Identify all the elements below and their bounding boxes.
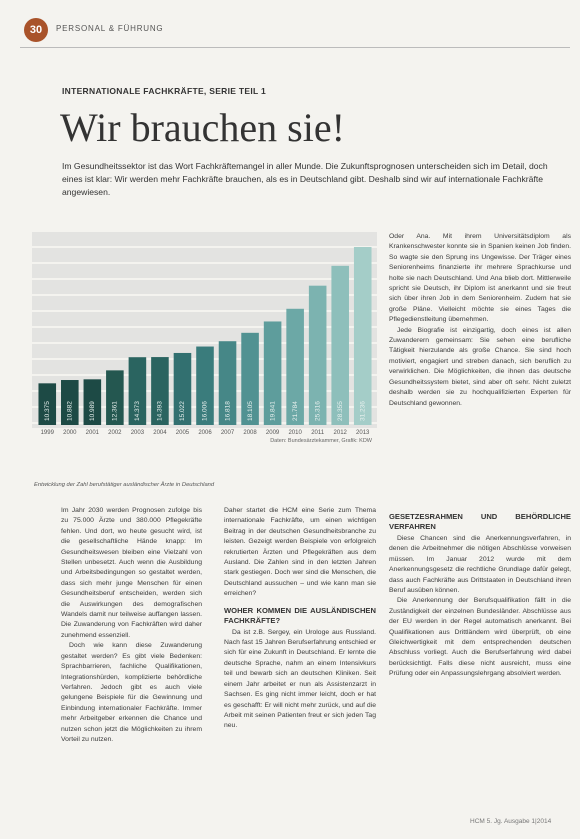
value-label: 10.989 [89,401,96,421]
x-tick-label: 2012 [334,430,348,436]
chart-caption: Entwicklung der Zahl berufstätiger auslä… [34,482,215,488]
x-tick-label: 2003 [131,430,145,436]
bar [218,341,237,425]
bar [83,379,102,425]
bar [151,357,169,425]
paragraph: Daher startet die HCM eine Serie zum The… [224,507,376,598]
paragraph: Da ist z.B. Sergey, ein Urologe aus Russ… [224,628,376,730]
value-label: 21.784 [292,401,299,421]
x-tick-label: 2013 [356,430,370,436]
page-number: 30 [24,18,48,42]
value-label: 12.361 [112,401,119,421]
footer: HCM 5. Jg. Ausgabe 1|2014 [470,818,552,825]
column: Daher startet die HCM eine Serie zum The… [224,506,376,812]
x-tick-label: 2004 [153,430,167,436]
x-tick-label: 2008 [243,430,257,436]
bar [128,357,147,425]
bar [196,346,214,425]
column: GESETZESRAHMEN UND BEHÖRDLICHE VERFAHREN… [389,506,571,812]
subheading: WOHER KOMMEN DIE AUSLÄNDISCHEN FACHKRÄFT… [224,605,376,625]
chart-source: Daten: Bundesärztekammer, Grafik: KDW [270,438,373,444]
bar [38,383,57,425]
x-tick-label: 2009 [266,430,280,436]
value-label: 14.373 [134,401,141,421]
x-tick-label: 2010 [288,430,302,436]
subheading: GESETZESRAHMEN UND BEHÖRDLICHE VERFAHREN [389,512,571,531]
value-label: 16.006 [202,401,209,421]
value-label: 15.022 [179,401,186,421]
value-label: 25.316 [314,401,321,421]
side-column: Oder Ana. Mit ihrem Universitätsdiplom a… [389,232,571,500]
paragraph: Oder Ana. Mit ihrem Universitätsdiplom a… [389,233,571,324]
x-tick-label: 2001 [86,430,100,436]
x-tick-label: 2011 [311,430,325,436]
header-rule [20,47,570,48]
lead: Im Gesundheitssektor ist das Wort Fachkr… [62,161,548,197]
x-tick-label: 1999 [41,430,55,436]
paragraph: Doch wie kann diese Zuwanderung gestalte… [61,642,202,743]
value-label: 10.375 [44,401,51,421]
value-label: 31.236 [359,401,366,421]
kicker: INTERNATIONALE FACHKRÄFTE, SERIE TEIL 1 [62,86,267,96]
x-tick-label: 2000 [63,430,77,436]
headline: Wir brauchen sie! [60,105,345,150]
bar [61,380,79,425]
value-label: 14.393 [157,401,164,421]
bar [173,352,192,425]
x-tick-label: 2005 [176,430,190,436]
value-label: 18.105 [247,401,254,421]
bar [241,332,259,425]
x-tick-label: 2002 [108,430,122,436]
paragraph: Diese Chancen sind die Anerkennungsverfa… [389,535,571,595]
paragraph: Jede Biografie ist einzigartig, doch ein… [389,326,571,407]
column: Im Jahr 2030 werden Prognosen zufolge bi… [61,506,202,812]
bar [286,308,304,425]
bar [308,285,327,425]
bar [263,321,282,425]
x-tick-label: 2007 [221,430,235,436]
value-label: 10.882 [67,401,74,421]
x-tick-label: 2006 [198,430,212,436]
chart: Daten: Bundesärztekammer, Grafik: KDW 10… [32,232,377,444]
value-label: 16.818 [224,401,231,421]
bar [353,246,372,425]
bar [106,370,124,425]
bar [331,265,349,425]
value-label: 28.355 [337,401,344,421]
paragraph: Die Anerkennung der Berufsqualifikation … [389,597,571,678]
value-label: 19.841 [269,401,276,421]
paragraph: Im Jahr 2030 werden Prognosen zufolge bi… [61,507,202,639]
section-label: PERSONAL & FÜHRUNG [56,24,164,33]
